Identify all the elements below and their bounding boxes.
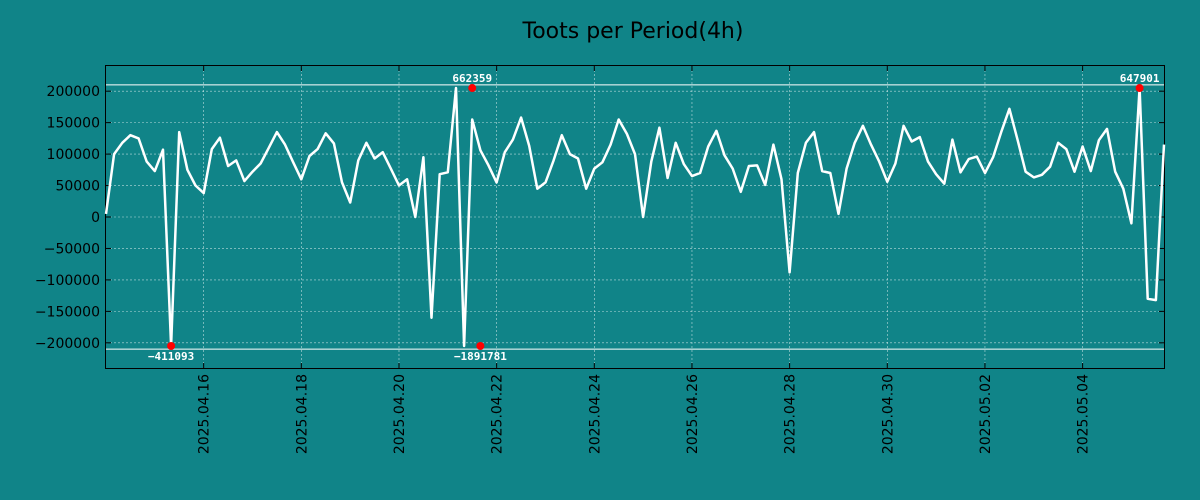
annotation-label: −411093 — [148, 350, 194, 363]
x-tick-label: 2025.04.22 — [490, 374, 506, 454]
series-group — [104, 86, 1166, 348]
annotation-marker — [1135, 84, 1144, 93]
chart-title: Toots per Period(4h) — [522, 19, 744, 44]
x-tick-label: 2025.04.28 — [783, 374, 799, 454]
plot-area — [105, 65, 1165, 369]
y-tick-label: 100000 — [47, 147, 100, 163]
y-tick-label: 50000 — [55, 179, 100, 195]
y-tick-label: −50000 — [44, 241, 100, 257]
x-tick-label: 2025.04.30 — [880, 374, 896, 454]
annotation-label: 662359 — [452, 72, 492, 85]
y-axis: 200000 150000 100000 50000 0 −50000 −100000 −15… — [35, 84, 1164, 352]
annotation-marker — [167, 341, 176, 350]
annotation-marker — [468, 84, 477, 93]
annotation-label: 647901 — [1120, 72, 1160, 85]
reference-lines — [106, 84, 1164, 350]
x-tick-label: 2025.04.26 — [685, 374, 701, 454]
grid — [106, 66, 1164, 368]
x-axis: 2025.04.16 2025.04.18 2025.04.20 2025.04.22… — [197, 66, 1092, 454]
annotations: −411093 662359 −1891781 647901 — [148, 72, 1160, 363]
y-tick-label: −100000 — [35, 273, 100, 289]
x-tick-label: 2025.04.20 — [392, 374, 408, 454]
annotation-marker — [476, 341, 485, 350]
x-tick-label: 2025.04.16 — [197, 374, 213, 454]
series-line — [104, 86, 1166, 348]
y-tick-label: −150000 — [35, 304, 100, 320]
x-tick-label: 2025.05.04 — [1076, 374, 1092, 454]
y-tick-label: 150000 — [47, 116, 100, 132]
x-tick-label: 2025.04.24 — [587, 374, 603, 454]
y-tick-label: 200000 — [47, 84, 100, 100]
y-tick-label: −200000 — [35, 336, 100, 352]
annotation-label: −1891781 — [454, 350, 507, 363]
x-tick-label: 2025.04.18 — [294, 374, 310, 454]
y-tick-label: 0 — [91, 210, 100, 226]
x-tick-label: 2025.05.02 — [978, 374, 994, 454]
